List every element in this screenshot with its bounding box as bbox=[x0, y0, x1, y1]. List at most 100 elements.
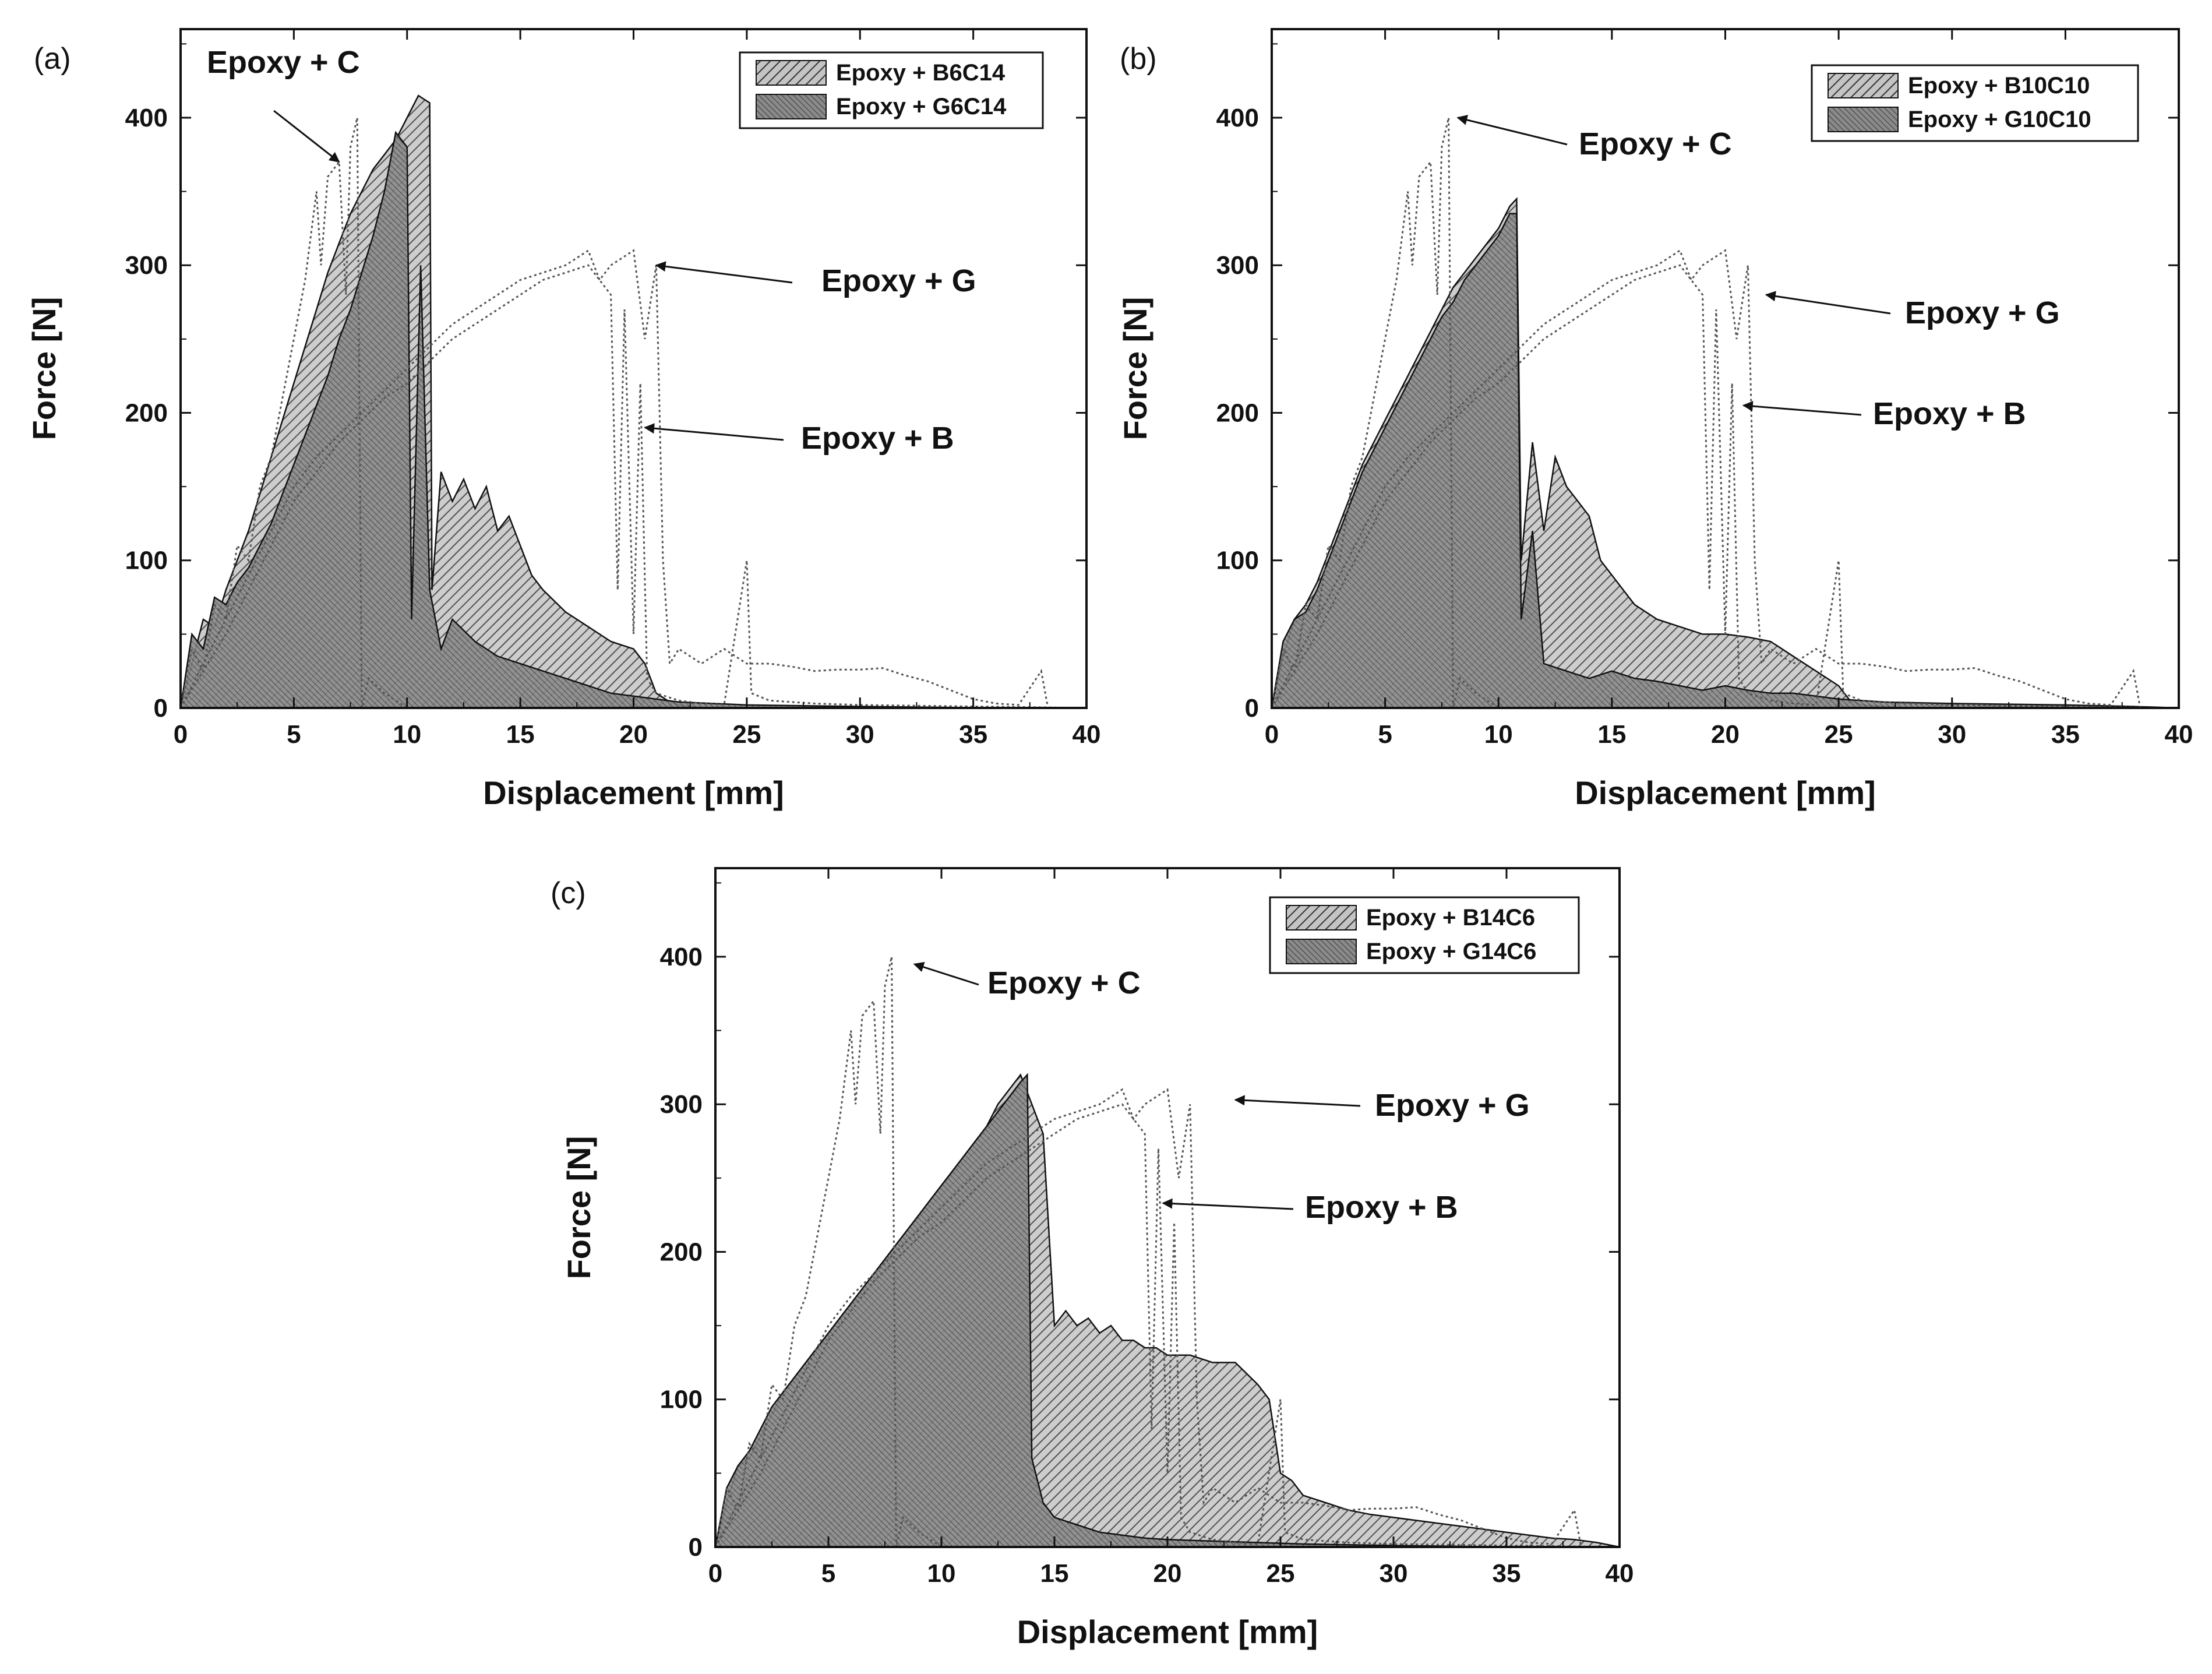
x-tick-label: 25 bbox=[1266, 1559, 1295, 1588]
x-tick-label: 20 bbox=[1711, 720, 1740, 749]
y-tick-label: 0 bbox=[1245, 694, 1259, 723]
x-tick-label: 15 bbox=[1597, 720, 1626, 749]
y-tick-label: 200 bbox=[660, 1238, 703, 1266]
legend-swatch bbox=[1286, 905, 1357, 931]
x-tick-label: 40 bbox=[2165, 720, 2193, 749]
x-tick-label: 35 bbox=[959, 720, 987, 749]
legend-label: Epoxy + B14C6 bbox=[1366, 905, 1535, 931]
annotations: Epoxy + C Epoxy + G Epoxy + B bbox=[207, 45, 976, 456]
x-axis: 0 5 10 15 20 25 30 35 40 Displacement [mm] bbox=[1265, 29, 2193, 811]
annotation-label: Epoxy + G bbox=[821, 263, 976, 298]
panel-b: (b) 0 5 10 15 20 25 30 35 40 Displacement [mm] 0 100… bbox=[1117, 28, 2193, 811]
legend-swatch bbox=[1286, 939, 1357, 964]
x-axis-label: Displacement [mm] bbox=[483, 774, 784, 811]
x-tick-label: 30 bbox=[1380, 1559, 1408, 1588]
x-tick-label: 35 bbox=[2051, 720, 2080, 749]
annotation-label: Epoxy + B bbox=[1873, 396, 2026, 431]
x-tick-label: 5 bbox=[821, 1559, 835, 1588]
legend-label: Epoxy + G10C10 bbox=[1908, 107, 2091, 132]
y-tick-label: 200 bbox=[125, 399, 168, 427]
annotations: Epoxy + C Epoxy + G Epoxy + B bbox=[913, 961, 1530, 1225]
x-axis-label: Displacement [mm] bbox=[1017, 1613, 1318, 1650]
x-tick-label: 5 bbox=[1378, 720, 1392, 749]
series-group bbox=[1271, 117, 2179, 709]
reference-curve-G bbox=[1271, 249, 2179, 709]
y-axis-label: Force [N] bbox=[1117, 297, 1153, 440]
annotation-label: Epoxy + C bbox=[1579, 126, 1732, 161]
legend-label: Epoxy + G14C6 bbox=[1366, 939, 1536, 964]
y-axis: 0 100 200 300 400 Force [N] bbox=[560, 882, 1620, 1562]
reference-curve-C bbox=[179, 117, 408, 709]
annotation-label: Epoxy + B bbox=[1305, 1190, 1458, 1225]
x-tick-label: 25 bbox=[1825, 720, 1853, 749]
panel-a: (a) 0 5 10 15 20 25 30 35 40 Displacement [mm] 0 100… bbox=[26, 28, 1100, 811]
x-tick-label: 10 bbox=[1484, 720, 1513, 749]
annotation-label: Epoxy + C bbox=[207, 45, 360, 80]
legend-swatch bbox=[1828, 107, 1899, 132]
annotation-label: Epoxy + G bbox=[1375, 1088, 1530, 1123]
legend-swatch bbox=[756, 94, 827, 119]
legend: Epoxy + B6C14 Epoxy + G6C14 bbox=[739, 51, 1044, 129]
annotation-arrow bbox=[913, 961, 979, 986]
x-tick-label: 35 bbox=[1493, 1559, 1521, 1588]
x-tick-label: 30 bbox=[846, 720, 874, 749]
y-axis-label: Force [N] bbox=[26, 297, 62, 440]
y-tick-label: 100 bbox=[125, 547, 168, 575]
x-tick-label: 0 bbox=[1265, 720, 1279, 749]
legend-swatch bbox=[756, 60, 827, 86]
series-area-2 bbox=[1271, 213, 2179, 709]
x-tick-label: 20 bbox=[1153, 1559, 1182, 1588]
panel-label: (c) bbox=[551, 876, 586, 910]
legend-swatch bbox=[1828, 73, 1899, 98]
y-tick-label: 300 bbox=[125, 251, 168, 280]
y-tick-label: 400 bbox=[1216, 104, 1259, 132]
y-tick-label: 400 bbox=[660, 943, 703, 971]
legend-label: Epoxy + B6C14 bbox=[836, 60, 1006, 86]
reference-curve-G bbox=[714, 1088, 1620, 1548]
annotation-arrow bbox=[1742, 401, 1862, 416]
series-area-2 bbox=[714, 1073, 1620, 1548]
annotation-arrow bbox=[1456, 115, 1568, 146]
y-axis: 0 100 200 300 400 Force [N] bbox=[1117, 43, 2179, 723]
x-axis: 0 5 10 15 20 25 30 35 40 Displacement [mm] bbox=[174, 29, 1100, 811]
reference-curve-G bbox=[179, 249, 1086, 709]
panel-c: (c) 0 5 10 15 20 25 30 35 40 Displacement [mm] 0 10 0… bbox=[551, 867, 1634, 1650]
x-axis: 0 5 10 15 20 25 30 35 40 Displacement [mm] bbox=[708, 868, 1634, 1650]
x-tick-label: 15 bbox=[506, 720, 535, 749]
x-tick-label: 0 bbox=[708, 1559, 722, 1588]
annotation-arrow bbox=[1765, 291, 1891, 315]
x-tick-label: 5 bbox=[287, 720, 301, 749]
annotations: Epoxy + C Epoxy + G Epoxy + B bbox=[1456, 115, 2060, 431]
legend: Epoxy + B10C10 Epoxy + G10C10 bbox=[1811, 64, 2139, 142]
x-tick-label: 10 bbox=[393, 720, 421, 749]
y-tick-label: 0 bbox=[154, 694, 168, 723]
legend: Epoxy + B14C6 Epoxy + G14C6 bbox=[1269, 896, 1580, 974]
y-tick-label: 0 bbox=[689, 1533, 703, 1562]
reference-curve-C bbox=[1271, 117, 1500, 709]
panel-label: (a) bbox=[34, 42, 71, 76]
x-tick-label: 10 bbox=[927, 1559, 956, 1588]
legend-label: Epoxy + B10C10 bbox=[1908, 73, 2090, 98]
y-tick-label: 100 bbox=[1216, 547, 1259, 575]
y-tick-label: 300 bbox=[1216, 251, 1259, 280]
annotation-arrow bbox=[1234, 1095, 1361, 1107]
x-tick-label: 40 bbox=[1606, 1559, 1634, 1588]
x-tick-label: 15 bbox=[1040, 1559, 1069, 1588]
annotation-label: Epoxy + C bbox=[987, 965, 1141, 1000]
y-axis-label: Force [N] bbox=[560, 1136, 597, 1280]
x-tick-label: 20 bbox=[619, 720, 648, 749]
annotation-arrow bbox=[644, 423, 784, 441]
annotation-arrow bbox=[655, 261, 793, 284]
reference-curve-C bbox=[714, 956, 942, 1548]
x-tick-label: 25 bbox=[732, 720, 761, 749]
series-group bbox=[714, 956, 1620, 1548]
x-tick-label: 0 bbox=[174, 720, 188, 749]
series-group bbox=[179, 94, 1087, 709]
y-tick-label: 400 bbox=[125, 104, 168, 132]
annotation-label: Epoxy + B bbox=[801, 421, 954, 456]
annotation-arrow bbox=[273, 110, 340, 163]
y-tick-label: 300 bbox=[660, 1090, 703, 1119]
annotation-label: Epoxy + G bbox=[1905, 295, 2060, 330]
y-axis: 0 100 200 300 400 Force [N] bbox=[26, 43, 1086, 723]
